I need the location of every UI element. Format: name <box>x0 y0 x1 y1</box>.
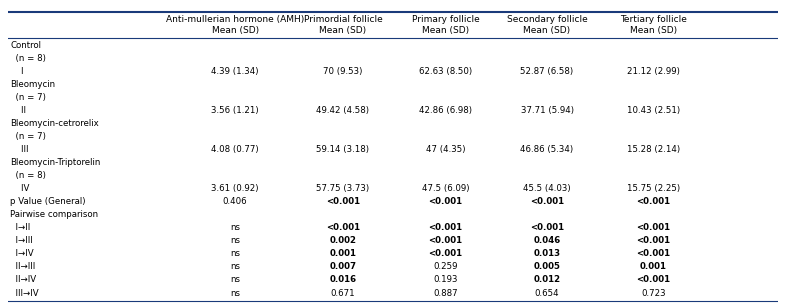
Text: ns: ns <box>230 275 240 285</box>
Text: <0.001: <0.001 <box>637 249 670 258</box>
Text: 0.016: 0.016 <box>329 275 357 285</box>
Text: III→IV: III→IV <box>10 289 39 298</box>
Text: 3.56 (1.21): 3.56 (1.21) <box>211 106 259 115</box>
Text: I: I <box>10 67 24 76</box>
Text: IV: IV <box>10 184 30 193</box>
Text: 4.39 (1.34): 4.39 (1.34) <box>211 67 259 76</box>
Text: 0.012: 0.012 <box>534 275 560 285</box>
Text: 21.12 (2.99): 21.12 (2.99) <box>627 67 680 76</box>
Text: 0.002: 0.002 <box>329 236 356 245</box>
Text: 0.723: 0.723 <box>641 289 666 298</box>
Text: (n = 7): (n = 7) <box>10 93 46 102</box>
Text: Pairwise comparison: Pairwise comparison <box>10 210 98 219</box>
Text: 0.046: 0.046 <box>534 236 560 245</box>
Text: ns: ns <box>230 249 240 258</box>
Text: Bleomycin-cetrorelix: Bleomycin-cetrorelix <box>10 119 99 128</box>
Text: p Value (General): p Value (General) <box>10 197 86 206</box>
Text: 0.654: 0.654 <box>534 289 560 298</box>
Text: 59.14 (3.18): 59.14 (3.18) <box>317 145 369 154</box>
Text: Anti-mullerian hormone (AMH)
Mean (SD): Anti-mullerian hormone (AMH) Mean (SD) <box>166 15 304 35</box>
Text: 70 (9.53): 70 (9.53) <box>323 67 362 76</box>
Text: <0.001: <0.001 <box>428 236 462 245</box>
Text: ns: ns <box>230 289 240 298</box>
Text: 0.259: 0.259 <box>433 262 457 271</box>
Text: <0.001: <0.001 <box>637 236 670 245</box>
Text: <0.001: <0.001 <box>530 197 564 206</box>
Text: 15.75 (2.25): 15.75 (2.25) <box>626 184 680 193</box>
Text: I→II: I→II <box>10 223 31 232</box>
Text: 0.887: 0.887 <box>433 289 457 298</box>
Text: <0.001: <0.001 <box>428 249 462 258</box>
Text: <0.001: <0.001 <box>326 223 360 232</box>
Text: 0.193: 0.193 <box>433 275 457 285</box>
Text: <0.001: <0.001 <box>637 197 670 206</box>
Text: 0.013: 0.013 <box>534 249 560 258</box>
Text: Control: Control <box>10 41 41 50</box>
Text: 10.43 (2.51): 10.43 (2.51) <box>626 106 680 115</box>
Text: 42.86 (6.98): 42.86 (6.98) <box>419 106 472 115</box>
Text: 62.63 (8.50): 62.63 (8.50) <box>419 67 472 76</box>
Text: 49.42 (4.58): 49.42 (4.58) <box>317 106 369 115</box>
Text: <0.001: <0.001 <box>637 275 670 285</box>
Text: 0.001: 0.001 <box>329 249 356 258</box>
Text: <0.001: <0.001 <box>637 223 670 232</box>
Text: 15.28 (2.14): 15.28 (2.14) <box>626 145 680 154</box>
Text: I→IV: I→IV <box>10 249 34 258</box>
Text: 46.86 (5.34): 46.86 (5.34) <box>520 145 574 154</box>
Text: 0.005: 0.005 <box>534 262 560 271</box>
Text: I→III: I→III <box>10 236 33 245</box>
Text: III: III <box>10 145 28 154</box>
Text: Bleomycin-Triptorelin: Bleomycin-Triptorelin <box>10 158 101 167</box>
Text: 52.87 (6.58): 52.87 (6.58) <box>520 67 574 76</box>
Text: Secondary follicle
Mean (SD): Secondary follicle Mean (SD) <box>507 15 587 35</box>
Text: Primary follicle
Mean (SD): Primary follicle Mean (SD) <box>412 15 479 35</box>
Text: 4.08 (0.77): 4.08 (0.77) <box>211 145 259 154</box>
Text: ns: ns <box>230 223 240 232</box>
Text: <0.001: <0.001 <box>326 197 360 206</box>
Text: Primordial follicle
Mean (SD): Primordial follicle Mean (SD) <box>303 15 382 35</box>
Text: 0.406: 0.406 <box>222 197 248 206</box>
Text: <0.001: <0.001 <box>428 223 462 232</box>
Text: 37.71 (5.94): 37.71 (5.94) <box>520 106 574 115</box>
Text: 57.75 (3.73): 57.75 (3.73) <box>317 184 369 193</box>
Text: II: II <box>10 106 26 115</box>
Text: ns: ns <box>230 262 240 271</box>
Text: Tertiary follicle
Mean (SD): Tertiary follicle Mean (SD) <box>620 15 687 35</box>
Text: 45.5 (4.03): 45.5 (4.03) <box>523 184 571 193</box>
Text: 47.5 (6.09): 47.5 (6.09) <box>421 184 469 193</box>
Text: II→IV: II→IV <box>10 275 36 285</box>
Text: 3.61 (0.92): 3.61 (0.92) <box>211 184 259 193</box>
Text: ns: ns <box>230 236 240 245</box>
Text: <0.001: <0.001 <box>428 197 462 206</box>
Text: Bleomycin: Bleomycin <box>10 80 55 89</box>
Text: II→III: II→III <box>10 262 35 271</box>
Text: 0.001: 0.001 <box>640 262 667 271</box>
Text: (n = 7): (n = 7) <box>10 132 46 141</box>
Text: 47 (4.35): 47 (4.35) <box>426 145 465 154</box>
Text: (n = 8): (n = 8) <box>10 171 46 180</box>
Text: 0.671: 0.671 <box>331 289 355 298</box>
Text: <0.001: <0.001 <box>530 223 564 232</box>
Text: (n = 8): (n = 8) <box>10 54 46 63</box>
Text: 0.007: 0.007 <box>329 262 357 271</box>
